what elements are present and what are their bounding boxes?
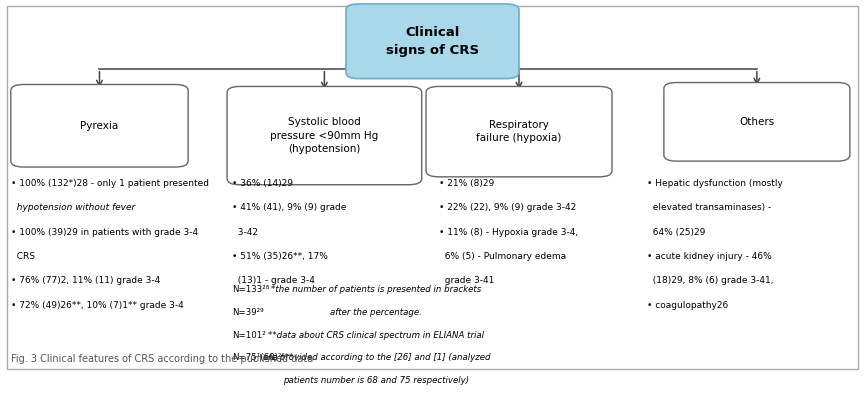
- Text: 6% (5) - Pulmonary edema: 6% (5) - Pulmonary edema: [439, 252, 566, 261]
- Text: Fig. 3 Clinical features of CRS according to the published data: Fig. 3 Clinical features of CRS accordin…: [11, 354, 313, 364]
- Text: • 36% (14)29: • 36% (14)29: [232, 179, 293, 188]
- Text: • 11% (8) - Hypoxia grade 3-4,: • 11% (8) - Hypoxia grade 3-4,: [439, 228, 578, 237]
- Text: grade 3-41: grade 3-41: [439, 276, 494, 285]
- FancyBboxPatch shape: [346, 4, 519, 79]
- Text: are provided according to the [26] and [1] (analyzed: are provided according to the [26] and […: [262, 353, 490, 362]
- Text: 64% (25)29: 64% (25)29: [647, 228, 705, 237]
- Text: N=101²: N=101²: [232, 331, 266, 340]
- Text: after the percentage.: after the percentage.: [330, 308, 422, 317]
- Text: Others: Others: [740, 117, 774, 127]
- Text: elevated transaminases) -: elevated transaminases) -: [647, 203, 772, 212]
- Text: Clinical
signs of CRS: Clinical signs of CRS: [386, 26, 479, 57]
- Text: Pyrexia: Pyrexia: [80, 121, 119, 131]
- Text: (13)1 - grade 3-4: (13)1 - grade 3-4: [232, 276, 315, 285]
- Text: hypotension without fever: hypotension without fever: [11, 203, 136, 212]
- Text: • 100% (39)29 in patients with grade 3-4: • 100% (39)29 in patients with grade 3-4: [11, 228, 198, 237]
- Text: Systolic blood
pressure <90mm Hg
(hypotension): Systolic blood pressure <90mm Hg (hypote…: [270, 117, 379, 154]
- Text: Respiratory
failure (hypoxia): Respiratory failure (hypoxia): [477, 120, 561, 143]
- Text: N=39²⁹: N=39²⁹: [232, 308, 264, 317]
- Text: N=133²⁸: N=133²⁸: [232, 285, 269, 294]
- Text: • 76% (77)2, 11% (11) grade 3-4: • 76% (77)2, 11% (11) grade 3-4: [11, 276, 161, 285]
- Text: *the number of patients is presented in brackets: *the number of patients is presented in …: [271, 285, 482, 294]
- FancyBboxPatch shape: [664, 83, 849, 161]
- FancyBboxPatch shape: [426, 86, 612, 177]
- Text: • 100% (132*)28 - only 1 patient presented: • 100% (132*)28 - only 1 patient present…: [11, 179, 209, 188]
- Text: • 72% (49)26**, 10% (7)1** grade 3-4: • 72% (49)26**, 10% (7)1** grade 3-4: [11, 301, 184, 310]
- Text: **data about CRS clinical spectrum in ELIANA trial: **data about CRS clinical spectrum in EL…: [268, 331, 484, 340]
- Text: • 41% (41), 9% (9) grade: • 41% (41), 9% (9) grade: [232, 203, 346, 212]
- Text: CRS: CRS: [11, 252, 35, 261]
- Text: patients number is 68 and 75 respectively): patients number is 68 and 75 respectivel…: [283, 376, 470, 385]
- Text: • 21% (8)29: • 21% (8)29: [439, 179, 494, 188]
- Text: • Hepatic dysfunction (mostly: • Hepatic dysfunction (mostly: [647, 179, 783, 188]
- Text: N=75¹(68)²⁶**: N=75¹(68)²⁶**: [232, 353, 293, 362]
- Text: 3-42: 3-42: [232, 228, 258, 237]
- Text: • 51% (35)26**, 17%: • 51% (35)26**, 17%: [232, 252, 328, 261]
- Text: • 22% (22), 9% (9) grade 3-42: • 22% (22), 9% (9) grade 3-42: [439, 203, 576, 212]
- Text: (18)29, 8% (6) grade 3-41,: (18)29, 8% (6) grade 3-41,: [647, 276, 773, 285]
- Text: • coagulopathy26: • coagulopathy26: [647, 301, 728, 310]
- FancyBboxPatch shape: [11, 84, 189, 167]
- Text: • acute kidney injury - 46%: • acute kidney injury - 46%: [647, 252, 772, 261]
- FancyBboxPatch shape: [227, 86, 422, 185]
